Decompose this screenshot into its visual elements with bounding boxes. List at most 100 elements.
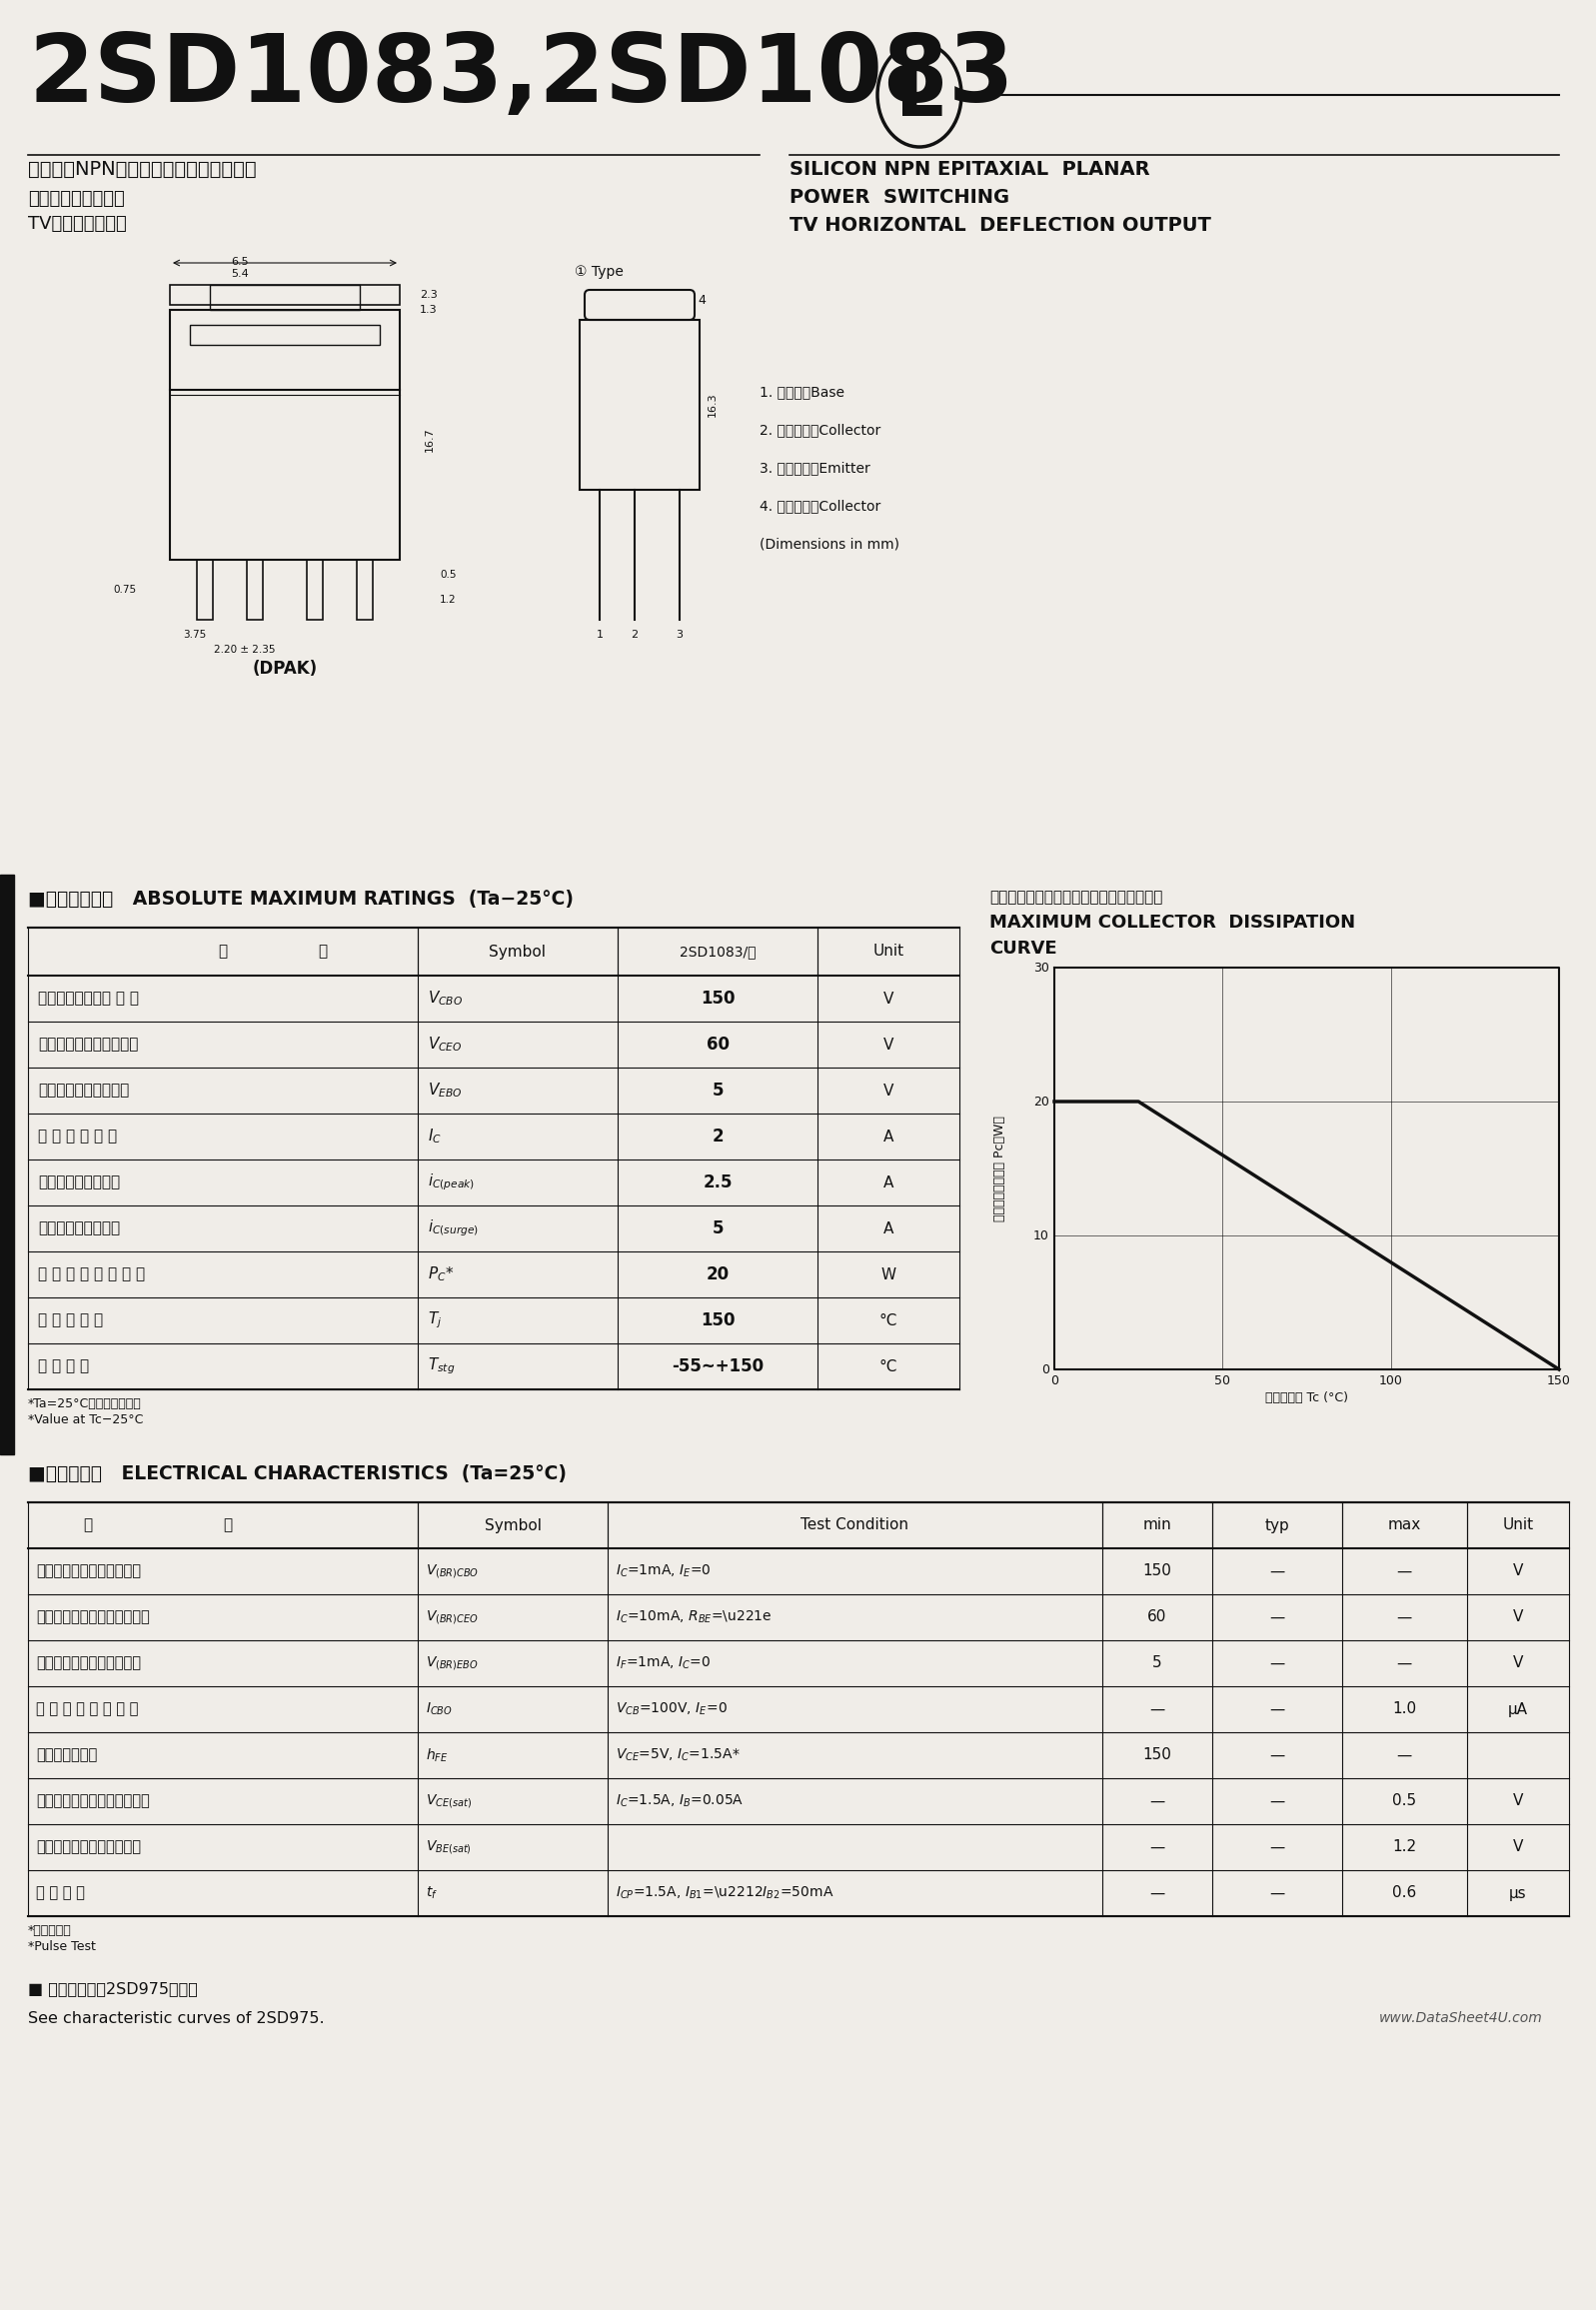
Text: $I_{CP}$=1.5A, $I_{B1}$=\u2212$I_{B2}$=50mA: $I_{CP}$=1.5A, $I_{B1}$=\u2212$I_{B2}$=5… [616, 1885, 833, 1901]
Text: $V_{CE(sat)}$: $V_{CE(sat)}$ [426, 1793, 472, 1811]
Text: V: V [883, 1083, 894, 1097]
Text: 16.3: 16.3 [707, 393, 718, 418]
Text: $T_{stg}$: $T_{stg}$ [428, 1356, 455, 1377]
Text: —: — [1269, 1749, 1285, 1763]
Text: $h_{FE}$: $h_{FE}$ [426, 1746, 448, 1765]
Text: MAXIMUM COLLECTOR  DISSIPATION: MAXIMUM COLLECTOR DISSIPATION [990, 912, 1355, 931]
Text: 100: 100 [1379, 1374, 1403, 1388]
Text: $V_{CBO}$: $V_{CBO}$ [428, 989, 463, 1007]
Text: 0.5: 0.5 [1392, 1795, 1416, 1809]
Text: 60: 60 [705, 1035, 729, 1053]
Text: Unit: Unit [1502, 1518, 1534, 1534]
Text: 2.5: 2.5 [702, 1173, 733, 1192]
Text: A: A [883, 1222, 894, 1236]
Text: 5.4: 5.4 [231, 268, 249, 280]
Text: エミッタ・ベース破壊電圧: エミッタ・ベース破壊電圧 [37, 1656, 140, 1670]
Text: V: V [883, 991, 894, 1007]
Text: μA: μA [1508, 1702, 1527, 1716]
Text: V: V [883, 1037, 894, 1051]
Bar [196, 559, 212, 619]
Text: ① Type: ① Type [575, 266, 624, 280]
Text: 0: 0 [1050, 1374, 1058, 1388]
Text: $I_C$=1.5A, $I_B$=0.05A: $I_C$=1.5A, $I_B$=0.05A [616, 1793, 744, 1809]
Text: 2SD1083,2SD1083: 2SD1083,2SD1083 [29, 30, 1013, 122]
Text: $i_{C(surge)}$: $i_{C(surge)}$ [428, 1217, 479, 1238]
Bar [169, 310, 399, 559]
Text: 1: 1 [597, 631, 603, 640]
Text: $t_f$: $t_f$ [426, 1885, 437, 1901]
Text: $i_{C(peak)}$: $i_{C(peak)}$ [428, 1171, 476, 1192]
Text: 10: 10 [1034, 1229, 1049, 1243]
Text: —: — [1269, 1702, 1285, 1716]
Text: See characteristic curves of 2SD975.: See characteristic curves of 2SD975. [29, 2012, 324, 2026]
Text: —: — [1396, 1656, 1412, 1670]
Text: ■ 各特性曲線は2SD975参照。: ■ 各特性曲線は2SD975参照。 [29, 1982, 198, 1996]
Text: 5: 5 [712, 1220, 723, 1238]
Text: 下 降 時 間: 下 降 時 間 [37, 1885, 85, 1901]
Text: $I_C$: $I_C$ [428, 1127, 442, 1146]
Text: (Dimensions in mm): (Dimensions in mm) [760, 536, 900, 550]
Text: 5: 5 [1152, 1656, 1162, 1670]
Text: 項: 項 [83, 1518, 93, 1534]
Text: ベース・エミッタ飽和電圧: ベース・エミッタ飽和電圧 [37, 1839, 140, 1855]
Text: —: — [1396, 1749, 1412, 1763]
Text: Test Condition: Test Condition [801, 1518, 908, 1534]
Text: 接 合 部 温 度: 接 合 部 温 度 [38, 1312, 104, 1328]
Text: V: V [1513, 1564, 1523, 1578]
Text: コレクタ・エミッタ破壊電圧: コレクタ・エミッタ破壊電圧 [37, 1610, 150, 1624]
Bar [190, 326, 380, 344]
Text: 60: 60 [1148, 1610, 1167, 1624]
Text: $I_F$=1mA, $I_C$=0: $I_F$=1mA, $I_C$=0 [616, 1654, 710, 1672]
Bar [0, 875, 14, 1455]
Text: $V_{(BR)CBO}$: $V_{(BR)CBO}$ [426, 1562, 479, 1580]
Text: TV水平偏向出力用: TV水平偏向出力用 [29, 215, 126, 233]
Text: 0.5: 0.5 [440, 571, 456, 580]
Text: $T_j$: $T_j$ [428, 1310, 442, 1331]
Text: 150: 150 [1143, 1564, 1171, 1578]
Text: www.DataSheet4U.com: www.DataSheet4U.com [1379, 2012, 1543, 2026]
Text: 直流電流増幅率: 直流電流増幅率 [37, 1749, 97, 1763]
Text: 3. エミッタ：Emitter: 3. エミッタ：Emitter [760, 460, 870, 476]
Text: 許容コレクタ損失のケース温度による変化: 許容コレクタ損失のケース温度による変化 [990, 889, 1162, 906]
Text: 保 存 温 度: 保 存 温 度 [38, 1358, 89, 1374]
Text: 20: 20 [1034, 1095, 1049, 1109]
Text: 目: 目 [318, 945, 327, 959]
Bar [247, 559, 263, 619]
Text: 4. コレクタ：Collector: 4. コレクタ：Collector [760, 499, 881, 513]
Text: A: A [883, 1176, 894, 1190]
Text: *Ta=25°Cにおける許容値: *Ta=25°Cにおける許容値 [29, 1398, 142, 1411]
Text: $V_{(BR)EBO}$: $V_{(BR)EBO}$ [426, 1654, 479, 1672]
Text: typ: typ [1266, 1518, 1290, 1534]
Bar [306, 559, 322, 619]
Text: *パルス測定: *パルス測定 [29, 1924, 72, 1938]
Text: Symbol: Symbol [484, 1518, 541, 1534]
Text: 2: 2 [630, 631, 638, 640]
Text: —: — [1149, 1839, 1165, 1855]
Text: V: V [1513, 1839, 1523, 1855]
Text: 150: 150 [1143, 1749, 1171, 1763]
Text: 4: 4 [697, 293, 705, 307]
Text: 6.5: 6.5 [231, 256, 249, 268]
Text: $V_{CEO}$: $V_{CEO}$ [428, 1035, 463, 1053]
Text: —: — [1149, 1885, 1165, 1901]
Bar [209, 284, 359, 310]
Text: -55~+150: -55~+150 [672, 1358, 763, 1374]
Text: —: — [1396, 1564, 1412, 1578]
Ellipse shape [878, 44, 961, 148]
Text: 2. コレクタ：Collector: 2. コレクタ：Collector [760, 423, 881, 437]
Text: 50: 50 [1215, 1374, 1231, 1388]
Text: W: W [881, 1266, 895, 1282]
Text: A: A [883, 1130, 894, 1143]
Text: 1.3: 1.3 [420, 305, 437, 314]
Text: エミッタ・ベース電圧: エミッタ・ベース電圧 [38, 1083, 129, 1097]
Text: (DPAK): (DPAK) [252, 661, 318, 677]
Text: —: — [1269, 1839, 1285, 1855]
Text: ケース温度 Tc (°C): ケース温度 Tc (°C) [1264, 1391, 1347, 1404]
Text: 150: 150 [701, 1312, 734, 1331]
Text: —: — [1149, 1795, 1165, 1809]
Text: max: max [1387, 1518, 1420, 1534]
Text: 0: 0 [1041, 1363, 1049, 1377]
Text: 1. ベース：Base: 1. ベース：Base [760, 386, 844, 400]
Text: 3: 3 [677, 631, 683, 640]
Text: Unit: Unit [873, 945, 903, 959]
